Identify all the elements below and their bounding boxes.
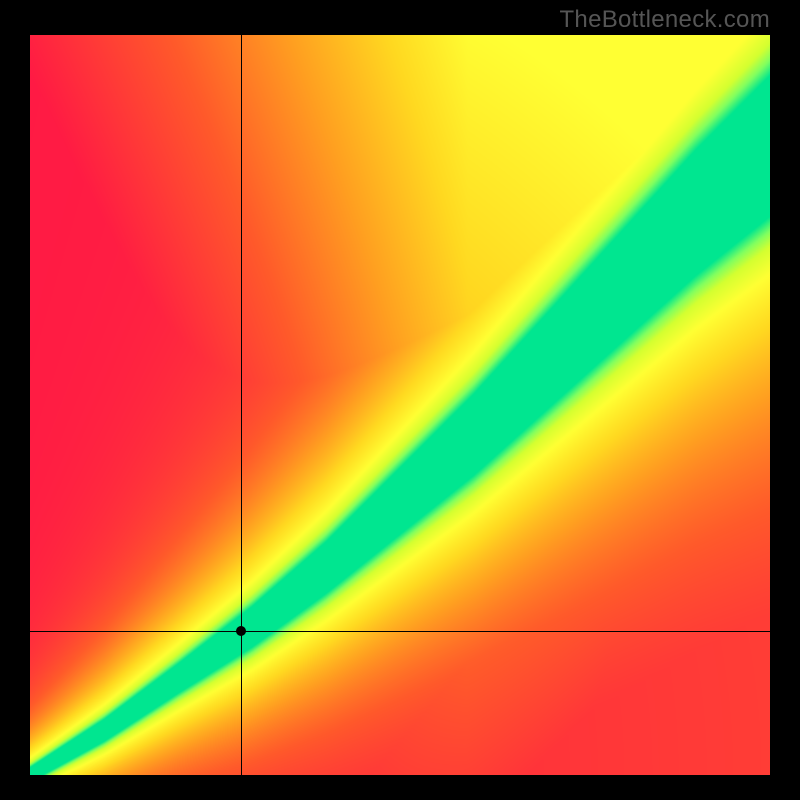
crosshair-vertical: [241, 35, 242, 775]
watermark-text: TheBottleneck.com: [559, 6, 770, 34]
crosshair-horizontal: [30, 631, 770, 632]
image-root: TheBottleneck.com: [0, 0, 800, 800]
crosshair-point: [236, 626, 246, 636]
bottleneck-heatmap: [30, 35, 770, 775]
heatmap-canvas: [30, 35, 770, 775]
